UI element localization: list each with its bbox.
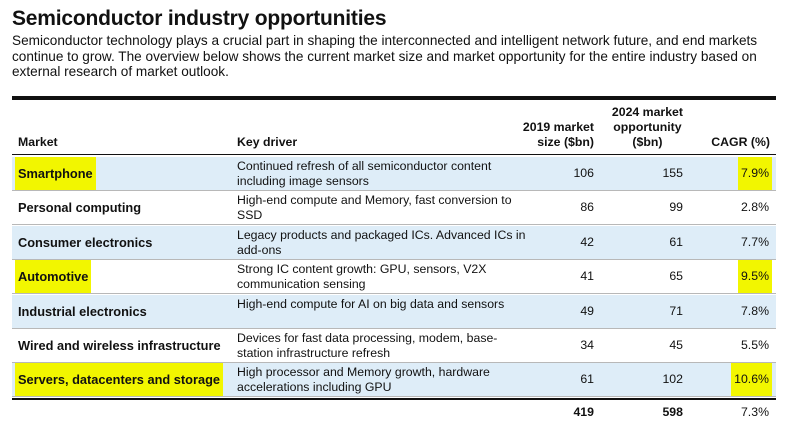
row-2024-opportunity: 61 [669, 234, 683, 249]
header-2019-size: 2019 market size ($bn) [523, 120, 594, 150]
row-key-driver: Legacy products and packaged ICs. Advanc… [237, 227, 526, 257]
total-2019-size: 419 [573, 405, 594, 419]
row-key-driver: Devices for fast data processing, modem,… [237, 331, 498, 360]
header-2019-line2: size ($bn) [537, 135, 594, 149]
row-2019-size: 61 [580, 372, 594, 387]
row-market: Smartphone [15, 157, 96, 190]
row-key-driver: Continued refresh of all semiconductor c… [237, 159, 492, 188]
page-subtitle: Semiconductor technology plays a crucial… [12, 33, 758, 79]
row-2024-opportunity: 155 [662, 166, 683, 180]
row-cagr: 7.8% [740, 303, 769, 318]
table-row: Industrial electronics High-end compute f… [12, 294, 776, 329]
row-cagr: 9.5% [737, 260, 772, 294]
row-cagr: 5.5% [740, 338, 769, 352]
header-2019-line1: 2019 market [522, 120, 594, 134]
total-2024-opportunity: 598 [662, 405, 683, 419]
row-2024-opportunity: 71 [669, 303, 683, 318]
header-key-driver: Key driver [237, 135, 298, 149]
row-key-driver: High-end compute and Memory, fast conver… [237, 193, 512, 223]
header-2024-line3: ($bn) [632, 135, 663, 149]
table-row: Servers, datacenters and storage High pro… [12, 363, 776, 398]
total-row: 419 598 7.3% [12, 398, 776, 425]
table-top-rule [12, 96, 776, 100]
table-header: Market Key driver 2019 market size ($bn)… [12, 100, 776, 154]
row-2019-size: 106 [573, 166, 594, 180]
header-rule [12, 154, 776, 155]
total-cagr: 7.3% [740, 405, 769, 419]
table-row: Consumer electronics Legacy products and … [12, 225, 776, 260]
header-2024-line1: 2024 market [611, 105, 683, 119]
header-market: Market [18, 135, 58, 149]
row-2024-opportunity: 102 [662, 372, 683, 387]
table-row: Smartphone Continued refresh of all semic… [12, 157, 776, 191]
table-row: Automotive Strong IC content growth: GPU,… [12, 260, 776, 295]
row-2019-size: 86 [580, 200, 594, 215]
table-row: Personal computing High-end compute and M… [12, 191, 776, 226]
row-cagr: 7.7% [740, 234, 769, 249]
row-2024-opportunity: 45 [669, 338, 683, 352]
row-key-driver: High processor and Memory growth, hardwa… [237, 365, 490, 395]
row-2019-size: 41 [580, 269, 594, 284]
row-market: Automotive [15, 260, 92, 294]
row-market: Industrial electronics [18, 303, 147, 319]
header-cagr: CAGR (%) [711, 135, 770, 149]
row-cagr: 7.9% [737, 157, 772, 190]
row-market: Servers, datacenters and storage [15, 363, 224, 397]
table-row: Wired and wireless infrastructure Devices… [12, 329, 776, 363]
row-2019-size: 49 [580, 303, 594, 318]
row-market: Wired and wireless infrastructure [18, 338, 221, 353]
row-2024-opportunity: 65 [669, 269, 683, 284]
row-key-driver: Strong IC content growth: GPU, sensors, … [237, 262, 487, 292]
row-2019-size: 42 [580, 234, 594, 249]
header-2024-line2: opportunity [613, 120, 682, 134]
row-cagr: 10.6% [731, 363, 772, 397]
row-cagr: 2.8% [740, 200, 769, 215]
row-market: Consumer electronics [18, 234, 153, 250]
row-key-driver: High-end compute for AI on big data and … [237, 296, 505, 311]
row-2019-size: 34 [580, 338, 594, 352]
page-title: Semiconductor industry opportunities [12, 7, 387, 30]
header-2024-opportunity: 2024 market opportunity ($bn) [612, 105, 683, 150]
row-market: Personal computing [18, 200, 142, 216]
row-2024-opportunity: 99 [669, 200, 683, 215]
